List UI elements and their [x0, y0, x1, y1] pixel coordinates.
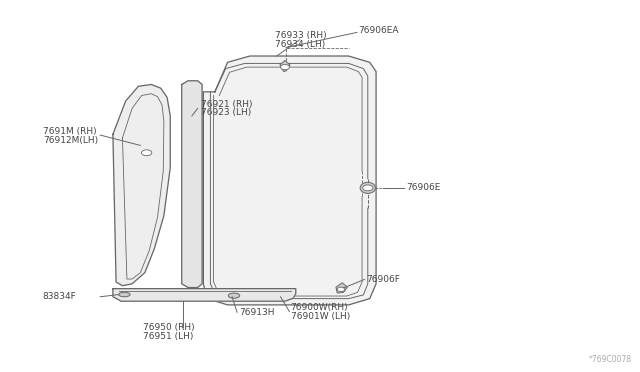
Ellipse shape [360, 182, 376, 193]
Polygon shape [336, 283, 348, 293]
Text: 76951 (LH): 76951 (LH) [143, 332, 193, 341]
Circle shape [363, 185, 373, 191]
Text: 76906EA: 76906EA [358, 26, 399, 35]
Text: 76912M(LH): 76912M(LH) [43, 136, 98, 145]
Text: 76921 (RH): 76921 (RH) [201, 100, 252, 109]
Polygon shape [113, 84, 170, 286]
Text: 76950 (RH): 76950 (RH) [143, 323, 195, 332]
Circle shape [280, 64, 289, 70]
Polygon shape [204, 56, 376, 305]
Circle shape [337, 287, 345, 292]
Text: 7691M (RH): 7691M (RH) [43, 127, 97, 136]
Text: 76900W(RH): 76900W(RH) [291, 303, 348, 312]
Text: 76933 (RH): 76933 (RH) [275, 31, 327, 40]
Ellipse shape [228, 293, 240, 298]
Text: *769C0078: *769C0078 [589, 355, 632, 364]
Text: 76901W (LH): 76901W (LH) [291, 312, 350, 321]
Text: 76913H: 76913H [239, 308, 275, 317]
Ellipse shape [118, 292, 130, 297]
Text: 76934 (LH): 76934 (LH) [275, 40, 326, 49]
Polygon shape [182, 81, 202, 288]
Text: 76923 (LH): 76923 (LH) [201, 108, 251, 117]
Polygon shape [113, 289, 296, 301]
Circle shape [141, 150, 152, 156]
Text: 76906F: 76906F [367, 275, 401, 284]
Text: 76906E: 76906E [406, 183, 441, 192]
Text: 83834F: 83834F [43, 292, 77, 301]
Polygon shape [280, 61, 290, 71]
